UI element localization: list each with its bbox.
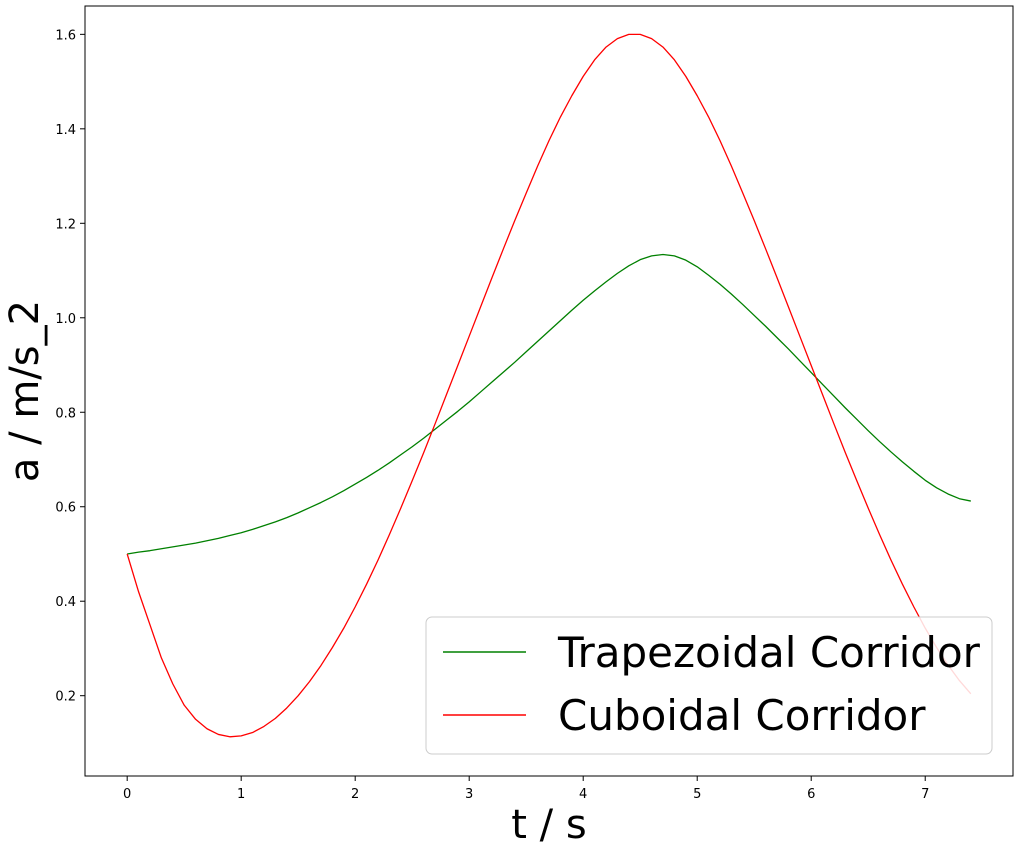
y-axis-title: a / m/s_2 bbox=[2, 300, 48, 482]
x-tick-label: 7 bbox=[921, 787, 929, 802]
series-line-trapezoidal-corridor bbox=[127, 253, 971, 555]
y-tick-label: 1.4 bbox=[55, 123, 76, 138]
legend-label-trapezoidal: Trapezoidal Corridor bbox=[557, 628, 981, 677]
y-tick-label: 1.2 bbox=[55, 217, 76, 232]
plot-frame bbox=[84, 5, 1014, 777]
x-tick-label: 2 bbox=[351, 787, 359, 802]
x-axis-ticks: 0 1 2 3 4 5 6 7 bbox=[123, 776, 929, 802]
x-tick-label: 5 bbox=[693, 787, 701, 802]
series-line-cuboidal-corridor bbox=[126, 33, 972, 738]
legend-box bbox=[425, 616, 993, 755]
y-tick-label: 1.6 bbox=[55, 28, 76, 43]
series-layer bbox=[126, 33, 972, 738]
x-tick-label: 1 bbox=[237, 787, 245, 802]
y-tick-label: 0.4 bbox=[55, 595, 76, 610]
legend-label-cuboidal: Cuboidal Corridor bbox=[558, 691, 926, 740]
y-axis-ticks: 0.2 0.4 0.6 0.8 1.0 1.2 1.4 1.6 bbox=[55, 28, 85, 705]
x-tick-label: 3 bbox=[465, 787, 473, 802]
x-axis-title: t / s bbox=[511, 802, 586, 846]
legend: Trapezoidal Corridor Cuboidal Corridor bbox=[425, 616, 993, 755]
x-tick-label: 0 bbox=[123, 787, 131, 802]
y-tick-label: 0.2 bbox=[55, 690, 76, 705]
y-tick-label: 0.6 bbox=[55, 501, 76, 516]
x-tick-label: 6 bbox=[807, 787, 815, 802]
x-tick-label: 4 bbox=[579, 787, 587, 802]
y-tick-label: 1.0 bbox=[55, 312, 76, 327]
y-tick-label: 0.8 bbox=[55, 406, 76, 421]
